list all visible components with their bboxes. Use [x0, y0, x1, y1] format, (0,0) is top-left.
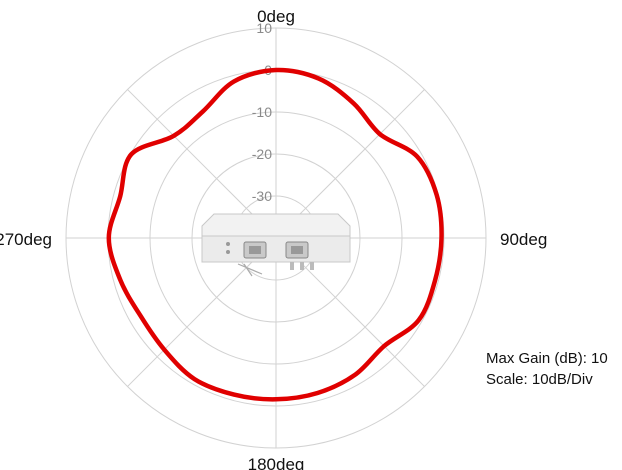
angle-label: 270deg	[0, 230, 52, 249]
max-gain-label: Max Gain (dB): 10	[486, 350, 608, 367]
radial-tick-label: 10	[256, 20, 272, 36]
angle-label: 90deg	[500, 230, 547, 249]
angle-label: 180deg	[248, 455, 305, 470]
radial-tick-label: -20	[252, 146, 272, 162]
angle-labels: 0deg 90deg 180deg 270deg	[0, 7, 547, 470]
scale-label: Scale: 10dB/Div	[486, 371, 593, 388]
grid-spoke	[127, 237, 277, 387]
gain-info: Max Gain (dB): 10 Scale: 10dB/Div	[486, 348, 608, 390]
radiation-pattern-trace	[106, 67, 444, 402]
radial-tick-labels: 100-10-20-30	[252, 20, 272, 204]
radial-tick-label: -30	[252, 188, 272, 204]
grid-spoke	[275, 89, 425, 239]
grid-spoke	[127, 89, 277, 239]
radial-tick-label: -10	[252, 104, 272, 120]
angle-label: 0deg	[257, 7, 295, 26]
access-point-device-icon	[201, 213, 351, 277]
